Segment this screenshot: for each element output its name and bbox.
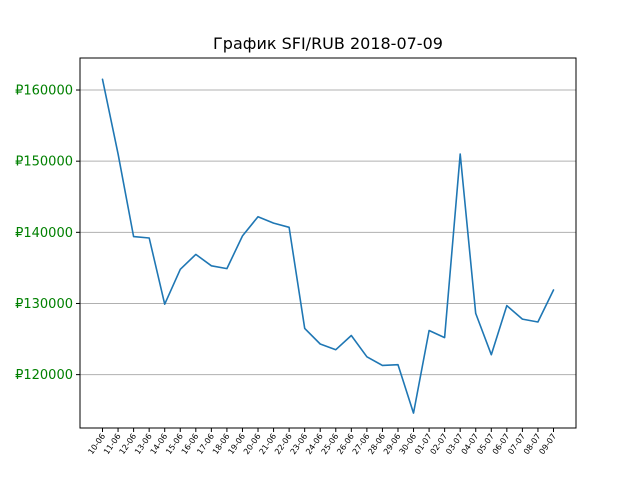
y-tick-label: ₽120000: [15, 368, 73, 383]
y-tick-label: ₽160000: [15, 84, 73, 99]
y-axis: ₽120000 ₽130000 ₽140000 ₽150000 ₽160000: [15, 84, 80, 383]
plot-series: [101, 78, 555, 414]
y-tick-label: ₽130000: [15, 297, 73, 312]
x-tick-label: 09-07: [537, 432, 558, 456]
grid-lines: [80, 89, 576, 376]
y-tick-label: ₽150000: [15, 155, 73, 170]
x-axis: 10-0611-0612-0613-0614-0615-0616-0617-06…: [86, 428, 558, 456]
y-tick-label: ₽140000: [15, 226, 73, 241]
series-line: [101, 78, 555, 414]
chart-title: График SFI/RUB 2018-07-09: [213, 34, 443, 53]
plot-frame: [79, 57, 577, 429]
